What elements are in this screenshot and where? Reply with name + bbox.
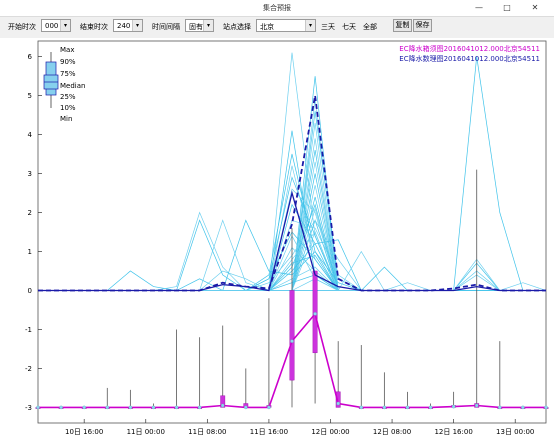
x-tick-label: 12日 08:00 (373, 428, 411, 436)
copy-button[interactable]: 复制 (393, 19, 412, 32)
maximize-button[interactable]: □ (503, 3, 511, 12)
x-tick-label: 11日 00:00 (127, 428, 165, 436)
ensemble-chart: -3 -2 -1 0 1 2 3 4 5 6 10日 16:00 11日 00:00 11日 08:0… (0, 38, 554, 443)
box-iqr (312, 270, 318, 354)
x-tick-label: 11日 08:00 (188, 428, 226, 436)
median-point (382, 405, 387, 410)
chevron-down-icon: ▾ (60, 20, 70, 31)
median-point (405, 405, 410, 410)
box-legend-p10: 10% (60, 104, 76, 112)
station-value: 北京 (260, 23, 274, 31)
median-point (498, 405, 502, 410)
start-hour-label: 开始时次 (8, 23, 36, 31)
median-point (267, 405, 271, 410)
legend-box-whisker: EC降水箱须图2016041012.000北京54511 (399, 44, 540, 53)
interval-label: 时间间隔 (152, 23, 180, 31)
end-hour-label: 结束时次 (80, 23, 108, 31)
y-tick-label: 5 (28, 92, 32, 100)
window-title: 集合预报 (263, 4, 291, 12)
median-point (336, 401, 340, 406)
interval-select[interactable]: 固有 ▾ (185, 19, 214, 32)
y-tick-label: 0 (28, 287, 32, 295)
y-tick-label: -2 (25, 365, 32, 373)
box-legend-p90: 90% (60, 58, 76, 66)
box-legend: Max 90% 75% Median 25% 10% Min (43, 46, 85, 123)
median-point (474, 403, 479, 408)
box-iqr (335, 391, 341, 408)
box-iqr (289, 290, 295, 381)
start-hour-value: 000 (45, 22, 59, 30)
box-legend-min: Min (60, 115, 72, 123)
chevron-down-icon: ▾ (305, 20, 315, 31)
y-tick-label: 6 (28, 53, 33, 61)
station-label: 站点选择 (223, 23, 251, 31)
y-tick-label: 2 (28, 209, 32, 217)
legend-deterministic: EC降水数理图2016041012.000北京54511 (399, 54, 540, 63)
median-point (521, 405, 525, 410)
all-link[interactable]: 全部 (363, 23, 377, 31)
y-tick-label: -1 (25, 326, 32, 334)
y-tick-label: 4 (28, 131, 33, 139)
chevron-down-icon: ▾ (132, 20, 142, 31)
median-point (197, 405, 202, 410)
station-select[interactable]: 北京 ▾ (256, 19, 316, 32)
median-point (174, 405, 179, 410)
median-point (36, 405, 40, 410)
median-point (544, 405, 548, 410)
start-hour-select[interactable]: 000 ▾ (41, 19, 71, 32)
chevron-down-icon: ▾ (203, 20, 213, 31)
y-tick-label: -3 (25, 404, 32, 412)
median-point (220, 403, 225, 408)
y-tick-label: 1 (28, 248, 32, 256)
box-legend-median: Median (60, 82, 85, 90)
minimize-button[interactable]: — (475, 3, 483, 12)
save-button[interactable]: 保存 (413, 19, 432, 32)
x-tick-label: 12日 16:00 (434, 428, 472, 436)
y-tick-label: 3 (28, 170, 32, 178)
median-point (359, 405, 364, 410)
end-hour-value: 240 (117, 22, 131, 30)
toolbar: 开始时次 000 ▾ 结束时次 240 ▾ 时间间隔 固有 ▾ 站点选择 北京 … (0, 16, 554, 38)
median-point (105, 405, 110, 410)
interval-value: 固有 (189, 23, 203, 31)
box-iqr (220, 395, 226, 408)
three-days-link[interactable]: 三天 (321, 23, 335, 31)
x-tick-label: 12日 00:00 (311, 428, 349, 436)
median-point (244, 405, 248, 410)
title-bar: 集合预报 — □ ✕ (0, 0, 554, 17)
median-point (428, 405, 433, 410)
median-point (290, 339, 294, 343)
seven-days-link[interactable]: 七天 (342, 23, 356, 31)
x-tick-label: 10日 16:00 (65, 428, 103, 436)
x-tick-label: 11日 16:00 (250, 428, 288, 436)
end-hour-select[interactable]: 240 ▾ (113, 19, 143, 32)
median-point (128, 405, 133, 410)
box-legend-p75: 75% (60, 70, 76, 78)
median-point (59, 405, 63, 410)
box-legend-p25: 25% (60, 93, 76, 101)
median-point (82, 405, 86, 410)
median-point (151, 405, 156, 410)
close-button[interactable]: ✕ (531, 3, 539, 12)
box-legend-max: Max (60, 46, 74, 54)
median-point (451, 404, 456, 409)
median-point (313, 312, 317, 316)
x-tick-label: 13日 00:00 (496, 428, 534, 436)
ensemble-mean-line (38, 95, 546, 292)
